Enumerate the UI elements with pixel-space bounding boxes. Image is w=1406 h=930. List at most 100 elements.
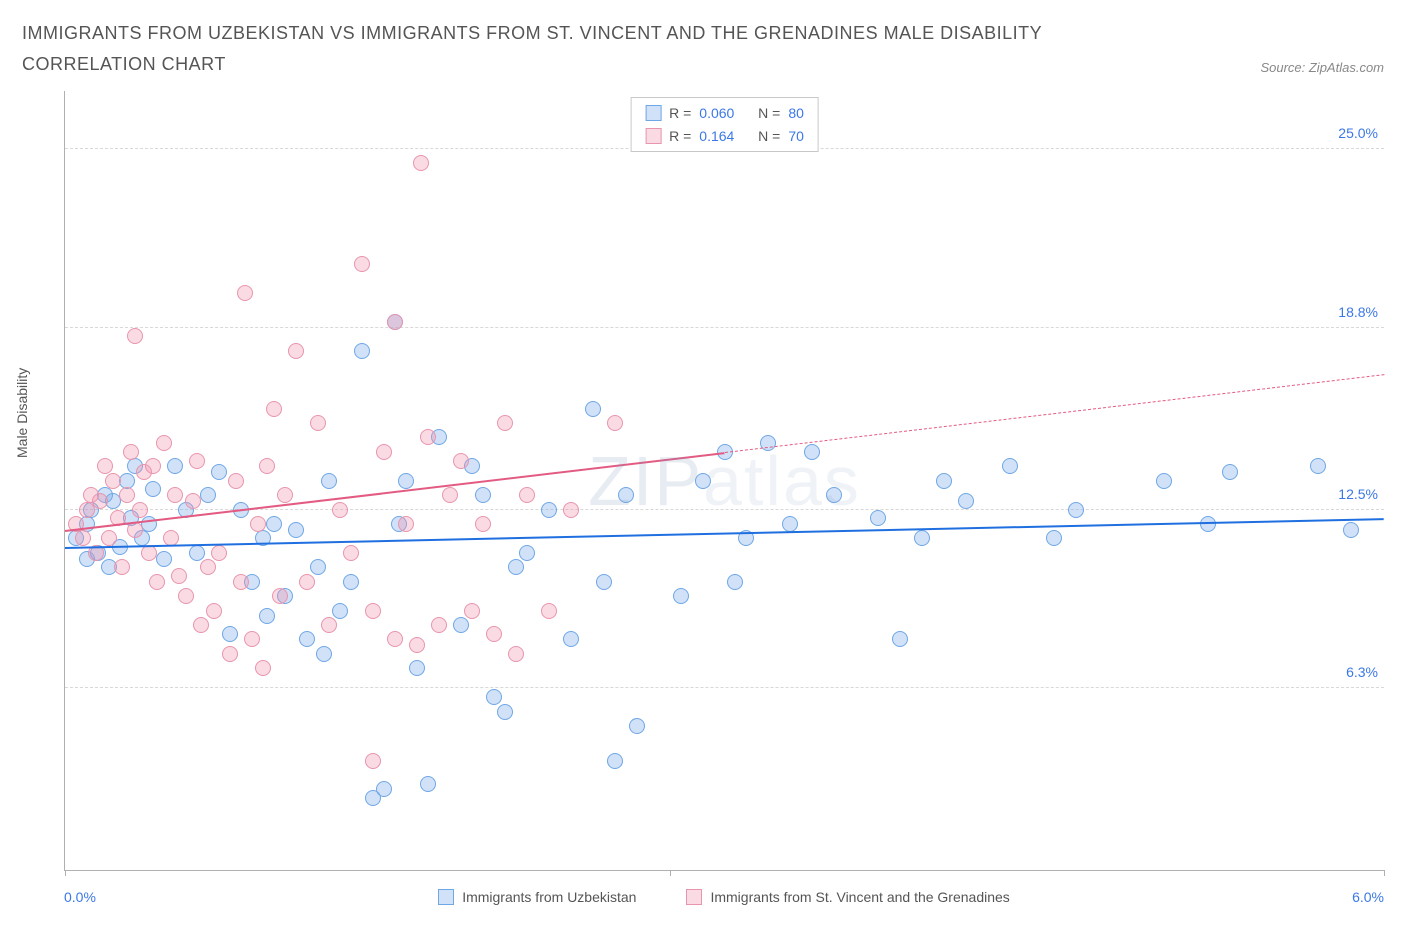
scatter-point-series-2 (244, 631, 260, 647)
scatter-point-series-2 (171, 568, 187, 584)
correlation-legend: R = 0.060 N = 80 R = 0.164 N = 70 (630, 97, 819, 152)
scatter-point-series-1 (288, 522, 304, 538)
scatter-point-series-2 (563, 502, 579, 518)
scatter-point-series-1 (826, 487, 842, 503)
bottom-legend-row: 0.0% Immigrants from Uzbekistan Immigran… (64, 889, 1384, 905)
scatter-point-series-2 (409, 637, 425, 653)
scatter-point-series-1 (673, 588, 689, 604)
scatter-point-series-2 (105, 473, 121, 489)
scatter-point-series-2 (277, 487, 293, 503)
scatter-point-series-2 (508, 646, 524, 662)
scatter-point-series-2 (250, 516, 266, 532)
scatter-point-series-2 (132, 502, 148, 518)
scatter-point-series-2 (365, 753, 381, 769)
scatter-point-series-1 (167, 458, 183, 474)
y-axis-label: Male Disability (14, 368, 30, 458)
scatter-point-series-1 (727, 574, 743, 590)
scatter-point-series-2 (541, 603, 557, 619)
series-legend: Immigrants from Uzbekistan Immigrants fr… (438, 889, 1010, 905)
regression-line (724, 374, 1384, 453)
scatter-point-series-1 (189, 545, 205, 561)
scatter-point-series-1 (1343, 522, 1359, 538)
scatter-point-series-1 (266, 516, 282, 532)
scatter-point-series-1 (310, 559, 326, 575)
scatter-point-series-2 (193, 617, 209, 633)
scatter-point-series-2 (119, 487, 135, 503)
scatter-point-series-2 (354, 256, 370, 272)
r-prefix: R = (669, 125, 691, 147)
scatter-point-series-2 (206, 603, 222, 619)
scatter-point-series-1 (321, 473, 337, 489)
scatter-point-series-2 (266, 401, 282, 417)
scatter-point-series-1 (145, 481, 161, 497)
scatter-point-series-2 (149, 574, 165, 590)
scatter-point-series-2 (272, 588, 288, 604)
scatter-point-series-1 (695, 473, 711, 489)
scatter-point-series-1 (870, 510, 886, 526)
scatter-point-series-1 (453, 617, 469, 633)
series-2-name: Immigrants from St. Vincent and the Gren… (710, 889, 1009, 905)
scatter-point-series-1 (398, 473, 414, 489)
scatter-point-series-1 (299, 631, 315, 647)
scatter-point-series-1 (914, 530, 930, 546)
scatter-point-series-2 (413, 155, 429, 171)
scatter-point-series-1 (782, 516, 798, 532)
scatter-point-series-1 (607, 753, 623, 769)
scatter-point-series-2 (255, 660, 271, 676)
scatter-point-series-2 (97, 458, 113, 474)
scatter-point-series-1 (497, 704, 513, 720)
legend-row-series-2: R = 0.164 N = 70 (645, 125, 804, 147)
scatter-point-series-1 (259, 608, 275, 624)
scatter-point-series-1 (475, 487, 491, 503)
scatter-point-series-1 (316, 646, 332, 662)
scatter-point-series-2 (387, 314, 403, 330)
scatter-point-series-2 (185, 493, 201, 509)
scatter-point-series-1 (596, 574, 612, 590)
scatter-point-series-2 (75, 530, 91, 546)
y-tick-label: 18.8% (1338, 304, 1378, 320)
scatter-point-series-2 (299, 574, 315, 590)
scatter-point-series-2 (332, 502, 348, 518)
scatter-point-series-1 (958, 493, 974, 509)
scatter-point-series-2 (101, 530, 117, 546)
scatter-point-series-2 (365, 603, 381, 619)
gridline (65, 327, 1384, 328)
n-prefix: N = (758, 125, 780, 147)
scatter-point-series-1 (222, 626, 238, 642)
scatter-point-series-1 (376, 781, 392, 797)
scatter-point-series-2 (387, 631, 403, 647)
scatter-point-series-2 (607, 415, 623, 431)
scatter-point-series-2 (114, 559, 130, 575)
scatter-point-series-1 (563, 631, 579, 647)
scatter-point-series-1 (629, 718, 645, 734)
scatter-point-series-1 (1310, 458, 1326, 474)
scatter-point-series-1 (156, 551, 172, 567)
scatter-point-series-1 (332, 603, 348, 619)
series-1-name: Immigrants from Uzbekistan (462, 889, 636, 905)
scatter-point-series-1 (343, 574, 359, 590)
scatter-point-series-1 (1222, 464, 1238, 480)
scatter-point-series-1 (486, 689, 502, 705)
n-value-series-2: 70 (788, 125, 804, 147)
swatch-series-2 (645, 128, 661, 144)
scatter-point-series-2 (145, 458, 161, 474)
x-axis-max-label: 6.0% (1352, 889, 1384, 905)
scatter-point-series-2 (178, 588, 194, 604)
scatter-point-series-1 (585, 401, 601, 417)
scatter-point-series-1 (409, 660, 425, 676)
scatter-point-series-1 (519, 545, 535, 561)
r-prefix: R = (669, 102, 691, 124)
scatter-point-series-1 (200, 487, 216, 503)
legend-item-series-1: Immigrants from Uzbekistan (438, 889, 636, 905)
scatter-point-series-2 (321, 617, 337, 633)
chart-container: Male Disability ZIPatlas R = 0.060 N = 8… (22, 91, 1384, 905)
x-tick (65, 870, 66, 876)
scatter-point-series-2 (398, 516, 414, 532)
scatter-point-series-1 (618, 487, 634, 503)
y-tick-label: 12.5% (1338, 486, 1378, 502)
scatter-point-series-2 (464, 603, 480, 619)
scatter-point-series-2 (453, 453, 469, 469)
scatter-point-series-2 (228, 473, 244, 489)
x-tick (1384, 870, 1385, 876)
scatter-point-series-2 (127, 328, 143, 344)
